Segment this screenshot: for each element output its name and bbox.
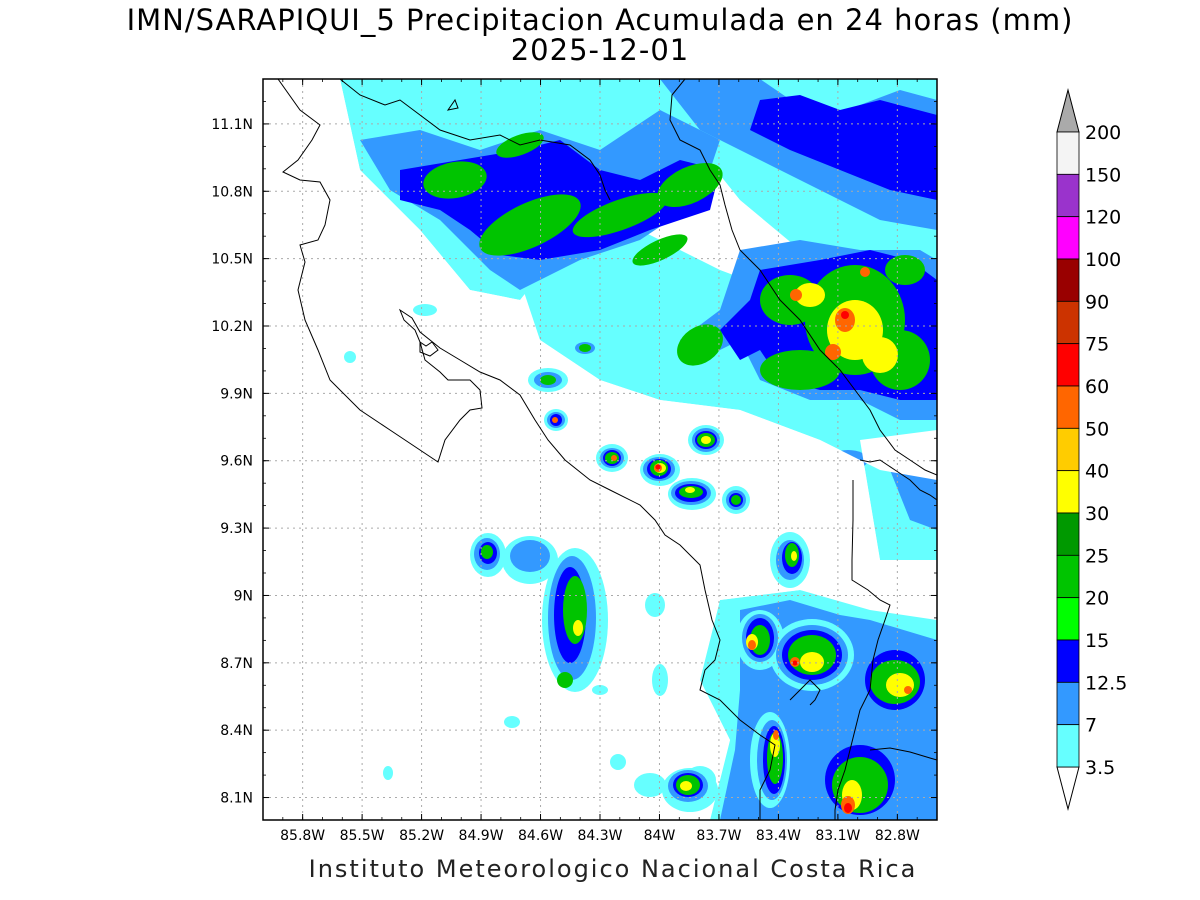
- legend-label: 12.5: [1085, 672, 1127, 694]
- lon-tick-label: 83.1W: [815, 828, 860, 844]
- lat-tick-label: 9.3N: [220, 521, 253, 537]
- lat-tick-label: 8.7N: [220, 656, 253, 672]
- legend-swatch: [1056, 131, 1080, 175]
- precipitation-field: [263, 79, 937, 820]
- legend-underflow-arrow: [1056, 766, 1080, 811]
- legend-swatch: [1056, 258, 1080, 302]
- legend-label: 120: [1085, 207, 1121, 229]
- legend-label: 3.5: [1085, 757, 1115, 779]
- legend-label: 7: [1085, 715, 1097, 737]
- legend-label: 60: [1085, 376, 1109, 398]
- lat-tick-label: 10.2N: [211, 319, 253, 335]
- legend-swatch: [1056, 427, 1080, 472]
- lat-tick-label: 10.5N: [211, 252, 253, 268]
- legend-label: 15: [1085, 630, 1109, 652]
- legend-swatch: [1056, 470, 1080, 514]
- lat-tick-label: 9.9N: [220, 386, 253, 402]
- lon-tick-label: 84W: [644, 828, 676, 844]
- legend-label: 100: [1085, 249, 1121, 271]
- lon-tick-label: 82.8W: [875, 828, 920, 844]
- legend-swatch: [1056, 512, 1080, 556]
- lat-tick-label: 10.8N: [211, 184, 253, 200]
- lat-tick-label: 11.1N: [211, 117, 253, 133]
- map-date: 2025-12-01: [510, 33, 690, 67]
- lon-tick-label: 85.2W: [399, 828, 444, 844]
- legend-label: 50: [1085, 418, 1109, 440]
- legend-swatch: [1056, 343, 1080, 387]
- precipitation-legend: 200 150 120 100 90 75 60 50 40 30 25 20 15 12.5 7 3.5: [1056, 88, 1127, 811]
- legend-label: 150: [1085, 164, 1121, 186]
- legend-overflow-arrow: [1056, 88, 1080, 133]
- lon-tick-label: 84.6W: [518, 828, 563, 844]
- lon-tick-label: 84.9W: [459, 828, 504, 844]
- legend-label: 200: [1085, 122, 1121, 144]
- legend-label: 75: [1085, 334, 1109, 356]
- legend-swatch: [1056, 639, 1080, 683]
- legend-swatch: [1056, 597, 1080, 641]
- legend-label: 40: [1085, 461, 1109, 483]
- legend-label: 90: [1085, 291, 1109, 313]
- legend-label: 30: [1085, 503, 1109, 525]
- coastline: [277, 79, 937, 820]
- credit-text: Instituto Meteorologico Nacional Costa R…: [308, 855, 918, 883]
- lat-tick-label: 8.4N: [220, 723, 253, 739]
- latitude-axis: 11.1N 10.8N 10.5N 10.2N 9.9N 9.6N 9.3N 9N 8.7N 8.…: [211, 78, 937, 821]
- lat-tick-label: 9.6N: [220, 454, 253, 470]
- lon-tick-label: 83.4W: [756, 828, 801, 844]
- legend-label: 20: [1085, 588, 1109, 610]
- legend-swatch: [1056, 385, 1080, 429]
- legend-swatch: [1056, 173, 1080, 218]
- legend-swatch: [1056, 681, 1080, 726]
- legend-label: 25: [1085, 545, 1109, 567]
- legend-swatch: [1056, 300, 1080, 345]
- lon-tick-label: 85.5W: [340, 828, 385, 844]
- legend-swatch: [1056, 216, 1080, 260]
- lon-tick-label: 85.8W: [280, 828, 325, 844]
- map-grid: [263, 79, 937, 820]
- map-title: IMN/SARAPIQUI_5 Precipitacion Acumulada …: [126, 3, 1074, 37]
- lat-tick-label: 9N: [234, 588, 253, 604]
- legend-swatch: [1056, 724, 1080, 768]
- lon-tick-label: 84.3W: [577, 828, 622, 844]
- lon-tick-label: 83.7W: [696, 828, 741, 844]
- longitude-axis: 85.8W 85.5W 85.2W 84.9W 84.6W 84.3W 84W 83.7W 83…: [262, 79, 938, 844]
- legend-swatch: [1056, 554, 1080, 599]
- lat-tick-label: 8.1N: [220, 791, 253, 807]
